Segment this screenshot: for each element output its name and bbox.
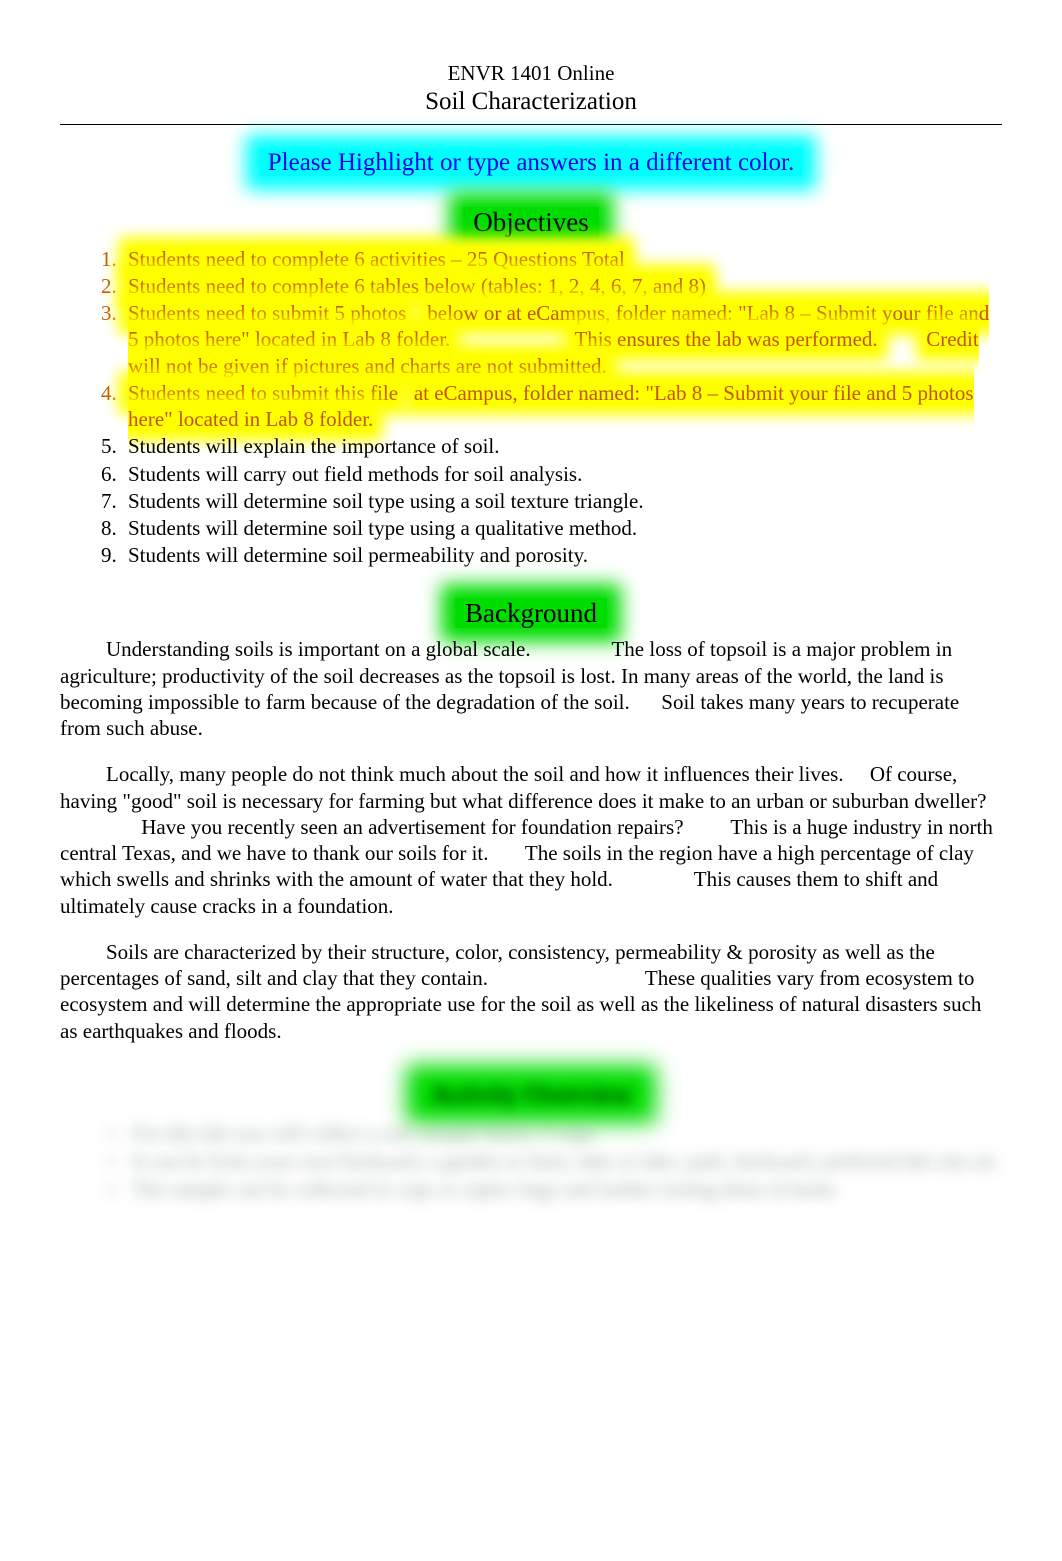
blurred-activity-list: For this lab you will collect a soil sam… <box>60 1120 1002 1203</box>
objective-2-text: Students need to complete 6 tables below… <box>128 274 706 298</box>
objective-9: Students will determine soil permeabilit… <box>122 542 1002 568</box>
objective-3-text-a: Students need to submit 5 photos <box>128 301 406 325</box>
activities-heading-text: Activity Overview <box>420 1079 642 1109</box>
blurred-item-3: The sample can be collected in cups or z… <box>102 1176 1002 1202</box>
background-heading: Background <box>60 597 1002 631</box>
objective-1: Students need to complete 6 activities –… <box>122 246 1002 272</box>
blurred-item-1: For this lab you will collect a soil sam… <box>102 1120 1002 1146</box>
instruction-banner: Please Highlight or type answers in a di… <box>60 147 1002 178</box>
document-title: Soil Characterization <box>60 86 1002 117</box>
objective-8: Students will determine soil type using … <box>122 515 1002 541</box>
objective-4: Students need to submit this file at eCa… <box>122 380 1002 433</box>
objectives-list: Students need to complete 6 activities –… <box>60 246 1002 569</box>
background-para-3: Soils are characterized by their structu… <box>60 939 1002 1044</box>
bg-p1a: Understanding soils is important on a gl… <box>106 637 531 661</box>
course-code: ENVR 1401 Online <box>60 60 1002 86</box>
objectives-heading: Objectives <box>60 206 1002 240</box>
title-divider <box>60 124 1002 125</box>
objectives-heading-text: Objectives <box>463 207 598 237</box>
activities-heading: Activity Overview <box>60 1078 1002 1112</box>
objective-5: Students will explain the importance of … <box>122 433 1002 459</box>
objective-7: Students will determine soil type using … <box>122 488 1002 514</box>
instruction-text: Please Highlight or type answers in a di… <box>260 149 803 176</box>
objective-4-text-a: Students need to submit this file <box>128 381 398 405</box>
bg-p2a: Locally, many people do not think much a… <box>106 762 844 786</box>
blurred-item-2: It can be from your own backyard, a gard… <box>102 1148 1002 1174</box>
background-para-1: Understanding soils is important on a gl… <box>60 636 1002 741</box>
objective-3-text-c: This ensures the lab was performed. <box>574 327 877 351</box>
objective-3: Students need to submit 5 photos below o… <box>122 300 1002 379</box>
background-para-2: Locally, many people do not think much a… <box>60 761 1002 919</box>
background-heading-text: Background <box>455 598 607 628</box>
objective-6: Students will carry out field methods fo… <box>122 461 1002 487</box>
bg-p2c: Have you recently seen an advertisement … <box>141 815 683 839</box>
objective-1-text: Students need to complete 6 activities –… <box>128 247 625 271</box>
objective-2: Students need to complete 6 tables below… <box>122 273 1002 299</box>
